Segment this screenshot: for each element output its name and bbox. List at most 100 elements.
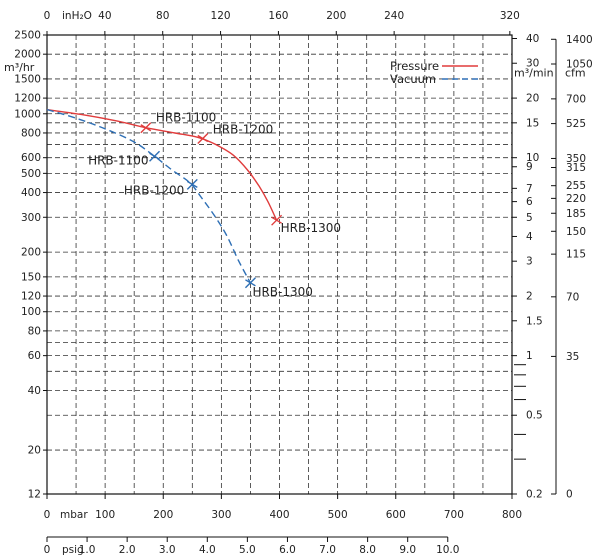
y-tick-label-m3hr: 40	[28, 385, 41, 397]
model-marker-tick	[197, 134, 209, 143]
x-tick-label-psig: 1.0	[79, 544, 96, 556]
axes: 2500200015001200100080060050040030020015…	[4, 10, 593, 556]
model-label: HRB-1100	[88, 153, 148, 167]
x-tick-label-inh2o: 80	[156, 10, 169, 22]
x-tick-label-inh2o: 320	[500, 10, 520, 22]
y-tick-label-m3min: 20	[526, 93, 539, 105]
x-tick-label-inh2o: 200	[326, 10, 346, 22]
x-tick-label-mbar: 100	[95, 509, 115, 521]
x-tick-label-inh2o: 40	[98, 10, 111, 22]
x-tick-label-mbar: 800	[502, 509, 522, 521]
x-axis-label-inh2o: inH₂O	[62, 10, 92, 22]
y-tick-label-m3min: 5	[526, 212, 533, 224]
x-tick-label-psig: 2.0	[119, 544, 136, 556]
x-tick-label-mbar: 300	[211, 509, 231, 521]
y-tick-label-m3min: 7	[526, 183, 533, 195]
y-tick-label-cfm: 350	[566, 153, 586, 165]
y-tick-label-m3hr: 600	[21, 152, 41, 164]
y-tick-label-m3min: 1.5	[526, 315, 543, 327]
y-tick-label-cfm: 185	[566, 208, 586, 220]
model-label: HRB-1300	[252, 285, 312, 299]
y-tick-label-m3hr: 800	[21, 127, 41, 139]
y-tick-label-cfm: 1050	[566, 59, 593, 71]
x-tick-label-psig: 4.0	[199, 544, 216, 556]
x-tick-label-psig: 10.0	[436, 544, 459, 556]
y-tick-label-cfm: 150	[566, 226, 586, 238]
y-tick-label-m3hr: 12	[28, 489, 41, 501]
y-tick-label-cfm: 255	[566, 180, 586, 192]
y-tick-label-m3min: 30	[526, 58, 539, 70]
x-tick-label-mbar: 0	[44, 509, 51, 521]
y-tick-label-m3hr: 200	[21, 247, 41, 259]
y-tick-label-m3hr: 20	[28, 445, 41, 457]
y-tick-label-m3hr: 120	[21, 291, 41, 303]
grid	[47, 35, 512, 494]
model-markers: HRB-1100HRB-1200HRB-1300HRB-1100HRB-1200…	[88, 111, 341, 299]
x-tick-label-psig: 8.0	[359, 544, 376, 556]
y-tick-label-m3hr: 1500	[14, 73, 41, 85]
model-marker-tick	[149, 152, 160, 160]
model-label: HRB-1300	[281, 221, 341, 235]
y-tick-label-m3min: 3	[526, 256, 533, 268]
x-tick-label-mbar: 600	[386, 509, 406, 521]
x-tick-label-inh2o: 160	[268, 10, 288, 22]
y-tick-label-m3hr: 60	[28, 350, 41, 362]
x-tick-label-psig: 9.0	[399, 544, 416, 556]
y-tick-label-m3hr: 100	[21, 306, 41, 318]
y-tick-label-m3min: 4	[526, 231, 533, 243]
y-axis-label-m3hr: m³/hr	[4, 61, 35, 74]
x-tick-label-psig: 0	[44, 544, 51, 556]
x-tick-label-psig: 3.0	[159, 544, 176, 556]
legend-label-pressure: Pressure	[390, 59, 439, 73]
x-tick-label-mbar: 200	[153, 509, 173, 521]
x-tick-label-mbar: 400	[269, 509, 289, 521]
model-label: HRB-1100	[156, 111, 216, 125]
x-tick-label-inh2o: 120	[211, 10, 231, 22]
x-tick-label-psig: 6.0	[279, 544, 296, 556]
x-axis-label-psig: psig	[62, 544, 84, 556]
x-tick-label-inh2o: 240	[384, 10, 404, 22]
y-tick-label-cfm: 70	[566, 291, 579, 303]
y-tick-label-m3hr: 2500	[14, 30, 41, 42]
legend-label-vacuum: Vacuum	[390, 72, 436, 86]
y-tick-label-m3min: 9	[526, 161, 533, 173]
y-tick-label-m3min: 0.2	[526, 489, 543, 501]
y-tick-label-m3min: 15	[526, 117, 539, 129]
y-tick-label-m3min: 1	[526, 350, 533, 362]
y-tick-label-m3hr: 1200	[14, 93, 41, 105]
y-tick-label-m3hr: 300	[21, 212, 41, 224]
y-axis-label-cfm: cfm	[565, 66, 586, 79]
model-marker-tick	[186, 180, 198, 188]
y-tick-label-m3min: 6	[526, 196, 533, 208]
y-tick-label-cfm: 315	[566, 162, 586, 174]
series-line-vacuum	[46, 108, 252, 284]
y-tick-label-cfm: 700	[566, 93, 586, 105]
y-tick-label-m3hr: 80	[28, 325, 41, 337]
model-label: HRB-1200	[213, 123, 273, 137]
model-marker-tick	[271, 216, 282, 224]
y-tick-label-m3hr: 2000	[14, 49, 41, 61]
x-tick-label-mbar: 700	[444, 509, 464, 521]
y-tick-label-cfm: 115	[566, 249, 586, 261]
x-tick-label-psig: 5.0	[239, 544, 256, 556]
x-tick-label-inh2o: 0	[44, 10, 51, 22]
y-tick-label-m3min: 0.5	[526, 410, 543, 422]
y-tick-label-cfm: 35	[566, 351, 579, 363]
y-tick-label-m3hr: 500	[21, 168, 41, 180]
y-tick-label-cfm: 0	[566, 489, 573, 501]
model-label: HRB-1200	[124, 183, 184, 197]
y-tick-label-m3hr: 400	[21, 187, 41, 199]
y-tick-label-cfm: 525	[566, 118, 586, 130]
y-tick-label-m3hr: 1000	[14, 108, 41, 120]
y-tick-label-m3min: 40	[526, 33, 539, 45]
y-tick-label-m3hr: 150	[21, 271, 41, 283]
model-marker-tick	[140, 124, 152, 132]
x-tick-label-psig: 7.0	[319, 544, 336, 556]
y-axis-label-m3min: m³/min	[514, 66, 554, 79]
y-tick-label-m3min: 10	[526, 152, 539, 164]
x-tick-label-mbar: 500	[328, 509, 348, 521]
y-tick-label-m3min: 2	[526, 291, 533, 303]
x-axis-label-mbar: mbar	[60, 509, 88, 521]
